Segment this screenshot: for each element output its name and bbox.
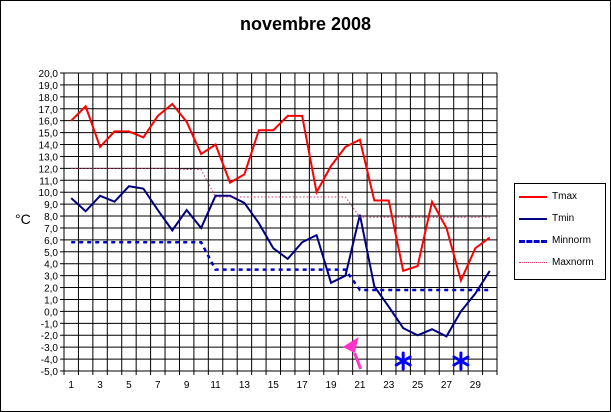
y-tick-label: 11,0 [39,176,58,187]
x-tick-label: 5 [126,380,132,391]
snowflake-arm [452,355,470,367]
series-line-tmax [70,102,491,284]
y-tick-label: 4,0 [44,260,58,271]
x-tick-label: 19 [325,380,337,391]
y-tick-label: 16,0 [39,117,59,128]
snowflake-icon [452,351,470,371]
y-tick-label: -5,0 [41,367,59,378]
y-tick-label: 9,0 [44,200,58,211]
y-tick-label: -1,0 [41,319,59,330]
y-tick-label: 19,0 [39,81,59,92]
y-tick-label: 3,0 [44,272,58,283]
x-tick-label: 27 [441,380,453,391]
legend-item-tmax: Tmax [519,190,603,204]
y-axis-label: °C [15,211,31,227]
x-tick-label: 13 [239,380,251,391]
legend-item-maxnorm: Maxnorm [519,256,603,270]
legend-item-minnorm: Minnorm [519,234,603,248]
y-tick-label: -4,0 [41,355,59,366]
y-tick-label: 8,0 [44,212,58,223]
y-tick-label: 7,0 [44,224,58,235]
y-tick-label: 17,0 [39,105,59,116]
x-tick-label: 25 [412,380,424,391]
x-tick-label: 1 [68,380,74,391]
y-tick-label: 0,0 [44,307,58,318]
legend-swatch-maxnorm [519,262,547,263]
y-tick-label: 14,0 [39,141,59,152]
legend-swatch-minnorm [519,240,547,243]
y-tick-label: 5,0 [44,248,58,259]
x-tick-label: 11 [210,380,221,391]
x-tick-label: 9 [184,380,190,391]
wind-flag-pennant [342,337,359,353]
legend-swatch-tmin [519,218,547,220]
legend-label-maxnorm: Maxnorm [552,257,594,268]
wind-flag-icon [342,337,363,370]
x-tick-label: 7 [155,380,161,391]
legend-label-tmax: Tmax [552,191,577,202]
y-tick-label: 2,0 [44,284,58,295]
legend-swatch-tmax [519,196,547,198]
series-line-minnorm [71,241,490,292]
y-tick-label: 1,0 [44,295,58,306]
chart-legend: Tmax Tmin Minnorm Maxnorm [514,183,606,280]
y-tick-label: 15,0 [39,129,59,140]
series-line-tmin [70,185,491,338]
snowflake-icon [394,351,412,371]
x-tick-label: 23 [383,380,395,391]
x-tick-label: 15 [268,380,280,391]
legend-label-minnorm: Minnorm [552,235,591,246]
y-tick-label: 20,0 [39,69,59,80]
x-tick-label: 3 [97,380,103,391]
legend-label-tmin: Tmin [552,213,575,224]
y-tick-label: 13,0 [39,152,59,163]
y-tick-label: 12,0 [39,164,59,175]
legend-item-tmin: Tmin [519,212,603,226]
y-tick-label: 18,0 [39,93,59,104]
y-tick-label: 6,0 [44,236,58,247]
series-line-maxnorm [71,167,490,218]
x-tick-label: 17 [297,380,309,391]
x-tick-label: 29 [470,380,482,391]
y-tick-label: -3,0 [41,343,59,354]
y-tick-label: 10,0 [39,188,59,199]
x-tick-label: 21 [354,380,366,391]
wind-flag-pole [353,352,363,370]
y-tick-label: -2,0 [41,331,59,342]
chart-title: novembre 2008 [239,14,372,34]
snowflake-arm [394,355,412,367]
